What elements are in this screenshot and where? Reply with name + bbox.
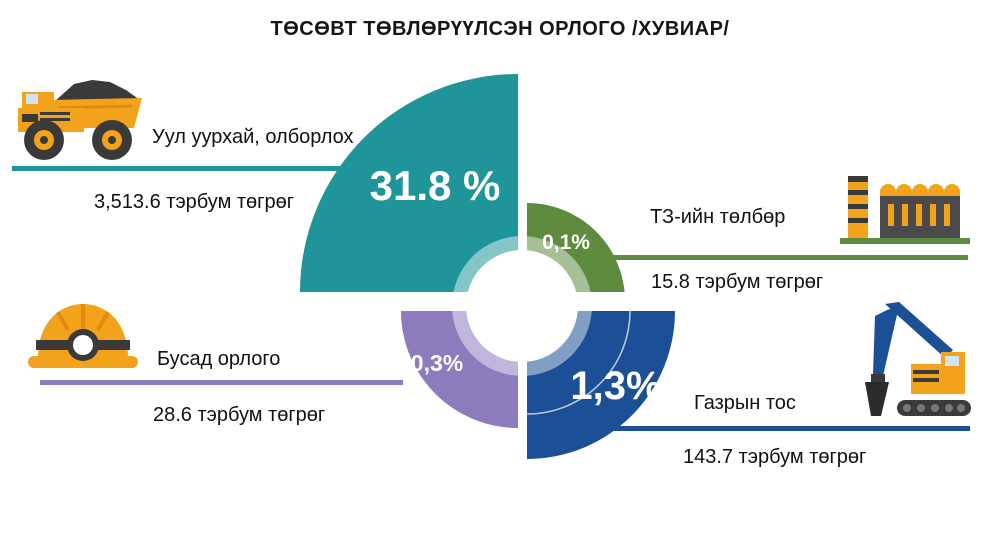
- factory-icon: [840, 176, 970, 244]
- land-fee-leader-line: [612, 255, 968, 260]
- other-leader-line: [40, 380, 403, 385]
- mining-leader-line: [12, 166, 372, 171]
- separator-vertical: [518, 60, 527, 480]
- oil-name: Газрын тос: [694, 392, 796, 414]
- mining-name: Уул уурхай, олборлох: [152, 126, 354, 148]
- mining-value: 3,513.6 тэрбум төгрөг: [94, 191, 294, 213]
- miner-helmet-icon: [28, 304, 138, 368]
- pct-land-fee: 0,1%: [542, 231, 590, 254]
- other-value: 28.6 тэрбум төгрөг: [153, 404, 326, 426]
- slice-mining: [300, 74, 518, 292]
- land-fee-value: 15.8 тэрбум төгрөг: [651, 271, 824, 293]
- slice-oil: [527, 311, 675, 459]
- chart-title: ТӨСӨВТ ТӨВЛӨРҮҮЛСЭН ОРЛОГО /ХУВИАР/: [270, 18, 730, 40]
- oil-inner-arc: [526, 310, 631, 415]
- other-name: Бусад орлого: [157, 348, 281, 370]
- pct-other: 0,3%: [411, 350, 463, 376]
- separator-horizontal: [280, 292, 700, 311]
- mining-truck-icon: [18, 80, 142, 160]
- oil-value: 143.7 тэрбум төгрөг: [683, 446, 867, 468]
- pct-mining: 31.8 %: [370, 162, 501, 209]
- excavator-icon: [865, 302, 971, 416]
- oil-leader-line: [560, 426, 970, 431]
- pct-oil: 1,3%: [570, 364, 661, 408]
- land-fee-name: ТЗ-ийн төлбөр: [650, 206, 786, 228]
